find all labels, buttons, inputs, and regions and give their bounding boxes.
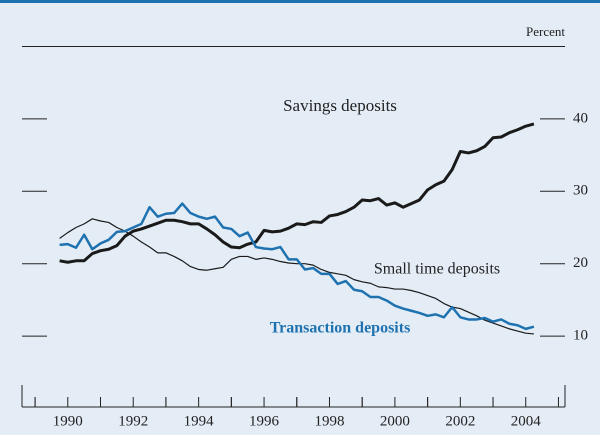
x-tick-label: 1996	[249, 413, 280, 429]
x-tick-label: 1992	[118, 413, 148, 429]
x-tick-label: 2000	[380, 413, 410, 429]
y-tick-label: 20	[573, 255, 588, 271]
y-tick-label: 40	[573, 110, 588, 126]
series-line	[59, 218, 534, 335]
series-line	[59, 202, 535, 331]
x-tick-label: 1990	[53, 413, 83, 429]
series-line	[59, 122, 535, 264]
series-label: Small time deposits	[374, 261, 500, 278]
y-tick-label: 10	[573, 328, 588, 344]
x-tick-label: 2004	[511, 413, 542, 429]
x-tick-label: 2002	[445, 413, 475, 429]
series-label: Savings deposits	[283, 96, 397, 115]
x-tick-label: 1994	[184, 413, 215, 429]
y-tick-label: 30	[573, 183, 588, 199]
x-tick-label: 1998	[314, 413, 344, 429]
top-rule	[0, 0, 600, 3]
y-axis-label: Percent	[526, 24, 565, 39]
series-label: Transaction deposits	[270, 320, 411, 337]
